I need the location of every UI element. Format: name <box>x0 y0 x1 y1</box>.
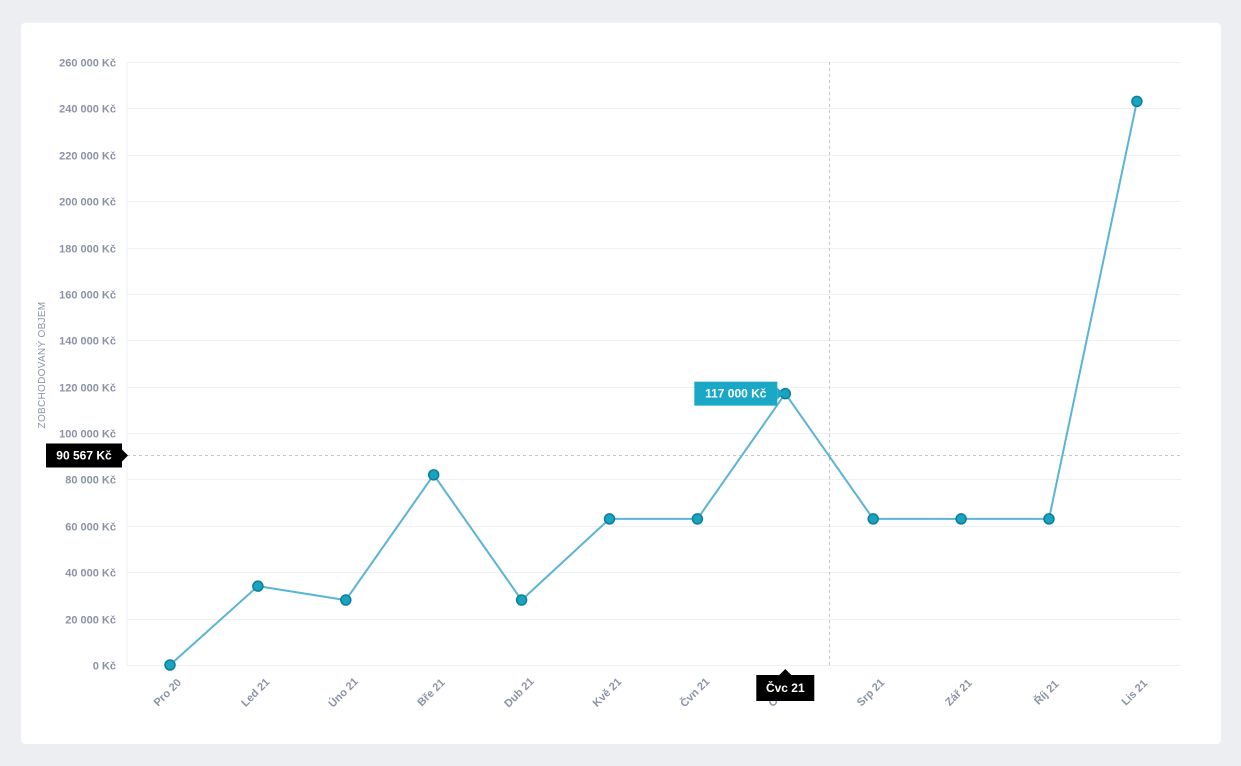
y-tick-label: 40 000 Kč <box>65 568 116 580</box>
hover-value-tooltip: 117 000 Kč <box>694 381 784 406</box>
y-tick-label: 220 000 Kč <box>59 151 116 163</box>
data-point <box>691 513 704 525</box>
category-tag-pointer <box>779 669 792 675</box>
grid-lines <box>126 62 1181 666</box>
y-tick-label: 180 000 Kč <box>59 244 116 256</box>
callouts: 90 567 Kč 117 000 Kč Čvc 21 <box>46 381 815 701</box>
y-tick-label: 80 000 Kč <box>65 475 116 487</box>
y-tick-label: 120 000 Kč <box>59 383 116 395</box>
x-tick-label: Úno 21 <box>326 675 361 710</box>
reference-tag-box <box>46 443 122 468</box>
reference-value-label: 90 567 Kč <box>56 449 112 463</box>
x-tick-label: Srp 21 <box>855 677 887 709</box>
y-tick-label: 260 000 Kč <box>59 58 116 70</box>
hover-category-tag: Čvc 21 <box>756 669 815 701</box>
data-points <box>164 95 1143 671</box>
data-point <box>252 580 264 592</box>
data-point <box>164 659 176 671</box>
x-axis-ticks: Pro 20 Led 21 Úno 21 Bře 21 Dub 21 Kvě 21 Čvn … <box>152 675 1150 710</box>
x-tick-label: Led 21 <box>239 676 272 709</box>
data-point <box>1131 95 1143 108</box>
y-tick-label: 200 000 Kč <box>59 197 116 209</box>
x-tick-label: Zář 21 <box>943 677 974 708</box>
x-tick-label: Lis 21 <box>1120 678 1151 709</box>
x-tick-label: Pro 20 <box>152 677 184 709</box>
data-point <box>340 594 352 606</box>
data-point <box>867 513 879 525</box>
y-tick-label: 100 000 Kč <box>59 429 116 441</box>
hover-category-label: Čvc 21 <box>766 680 805 695</box>
tooltip-value-label: 117 000 Kč <box>705 387 767 401</box>
y-tick-label: 140 000 Kč <box>59 336 116 348</box>
data-point <box>427 469 440 481</box>
series-line <box>169 101 1138 666</box>
y-tick-label: 160 000 Kč <box>59 290 116 302</box>
series-line-group <box>169 101 1138 666</box>
y-axis-ticks: 0 Kč 20 000 Kč 40 000 Kč 60 000 Kč 80 000 Kč… <box>59 58 116 673</box>
y-tick-label: 20 000 Kč <box>65 615 116 627</box>
x-tick-label: Dub 21 <box>502 676 536 710</box>
x-tick-label: Kvě 21 <box>591 676 625 710</box>
y-tick-label: 240 000 Kč <box>59 104 116 116</box>
y-tick-label: 0 Kč <box>93 661 116 673</box>
data-point <box>515 594 528 606</box>
reference-tag-pointer <box>122 449 128 462</box>
y-axis-label: ZOBCHODOVANÝ OBJEM <box>35 302 48 429</box>
line-chart: 0 Kč 20 000 Kč 40 000 Kč 60 000 Kč 80 000 Kč… <box>35 58 1181 710</box>
chart-card: 0 Kč 20 000 Kč 40 000 Kč 60 000 Kč 80 000 Kč… <box>21 23 1221 744</box>
x-tick-label: Říj 21 <box>1032 678 1062 708</box>
tooltip-pointer <box>777 387 784 400</box>
tooltip-box <box>694 381 778 406</box>
x-tick-label: Bře 21 <box>415 677 447 709</box>
reference-value-tag: 90 567 Kč <box>46 443 128 468</box>
category-tag-box <box>756 675 815 701</box>
x-tick-label: Čvn 21 <box>678 675 713 710</box>
data-point <box>603 513 616 525</box>
data-point <box>1043 513 1055 525</box>
y-tick-label: 60 000 Kč <box>65 522 116 534</box>
data-point <box>955 513 967 525</box>
